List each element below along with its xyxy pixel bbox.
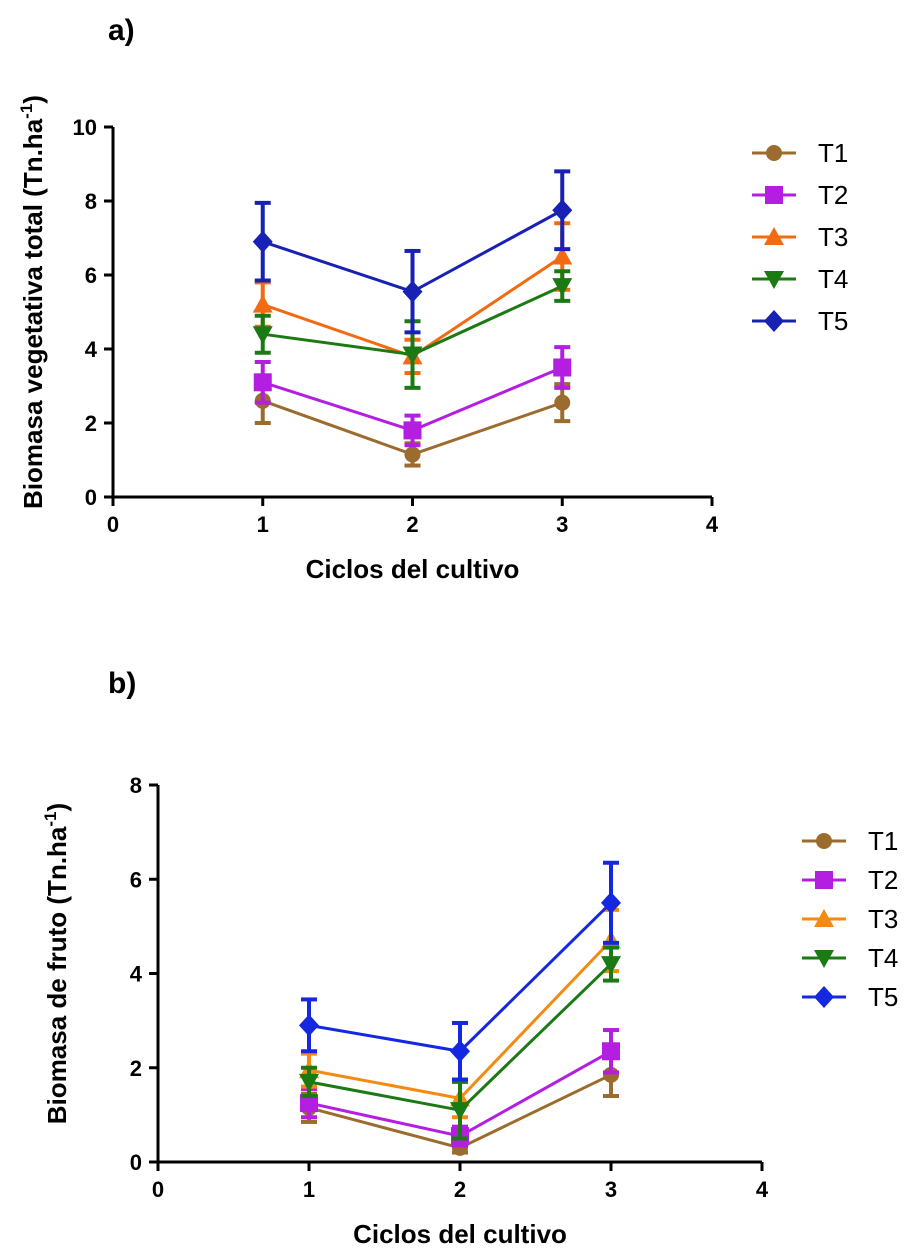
legend-item-T1: T1 xyxy=(752,138,848,168)
legend-marker xyxy=(814,909,834,927)
data-point xyxy=(402,280,423,303)
legend-label: T4 xyxy=(868,943,898,973)
x-tick-label: 2 xyxy=(406,512,418,537)
data-point xyxy=(402,346,423,365)
legend-marker xyxy=(764,310,784,332)
legend-label: T5 xyxy=(868,982,898,1012)
data-point xyxy=(601,956,621,975)
y-axis-title-close: ) xyxy=(18,95,48,104)
x-tick-label: 4 xyxy=(756,1177,769,1202)
data-point xyxy=(300,1094,318,1113)
data-point xyxy=(252,294,273,313)
data-point xyxy=(450,1102,470,1121)
data-point xyxy=(252,326,273,345)
y-tick-label: 2 xyxy=(130,1056,142,1081)
legend-marker xyxy=(766,145,782,161)
legend-item-T3: T3 xyxy=(802,904,898,934)
legend-label: T1 xyxy=(868,826,898,856)
y-tick-label: 4 xyxy=(130,962,143,987)
series-T2 xyxy=(253,345,572,448)
data-point xyxy=(554,394,571,411)
legend-label: T1 xyxy=(818,138,848,168)
series-T5 xyxy=(252,169,573,335)
y-tick-label: 4 xyxy=(85,337,98,362)
legend-marker xyxy=(765,186,783,204)
panel-label: a) xyxy=(108,14,135,47)
y-tick-label: 8 xyxy=(85,189,97,214)
panel-label: b) xyxy=(108,667,136,700)
x-axis-title: Ciclos del cultivo xyxy=(306,554,520,584)
series-T5 xyxy=(299,860,621,1082)
x-tick-label: 0 xyxy=(152,1177,164,1202)
y-tick-label: 2 xyxy=(85,411,97,436)
y-axis-title: Biomasa de fruto (Tn.ha-1) xyxy=(41,803,72,1124)
x-tick-label: 0 xyxy=(107,512,119,537)
x-tick-label: 3 xyxy=(605,1177,617,1202)
y-tick-label: 0 xyxy=(85,485,97,510)
legend-marker xyxy=(764,271,784,289)
legend-marker xyxy=(814,986,834,1008)
data-point xyxy=(602,1042,620,1061)
legend-item-T2: T2 xyxy=(802,865,898,895)
data-point xyxy=(253,373,272,392)
legend-label: T4 xyxy=(818,264,848,294)
y-axis-title-close: ) xyxy=(42,803,72,812)
data-point xyxy=(601,891,621,914)
series-T1 xyxy=(254,376,571,468)
legend-item-T4: T4 xyxy=(802,943,898,973)
y-axis-title-superscript: -1 xyxy=(17,104,36,119)
data-point xyxy=(450,1040,470,1063)
data-point xyxy=(403,421,422,440)
y-axis-title-main: Biomasa vegetativa total (Tn.ha xyxy=(18,118,48,509)
legend-item-T5: T5 xyxy=(752,306,848,336)
legend-marker xyxy=(815,871,833,889)
data-point xyxy=(299,1014,319,1037)
legend-marker xyxy=(764,227,784,245)
x-tick-label: 1 xyxy=(257,512,269,537)
chart-panel-b: b) 0 1 2 3 4 0 2 4 6 8 Ciclos del cultivo Biomasa de… xyxy=(41,667,898,1249)
y-axis-title-main: Biomasa de fruto (Tn.ha xyxy=(42,826,72,1124)
legend-item-T5: T5 xyxy=(802,982,898,1012)
legend-item-T4: T4 xyxy=(752,264,848,294)
legend-item-T2: T2 xyxy=(752,180,848,210)
data-point xyxy=(552,246,573,265)
y-tick-label: 6 xyxy=(85,263,97,288)
data-point xyxy=(252,230,273,253)
data-point xyxy=(299,1073,319,1092)
legend-item-T3: T3 xyxy=(752,222,848,252)
data-point xyxy=(552,278,573,297)
legend-item-T1: T1 xyxy=(802,826,898,856)
y-tick-label: 8 xyxy=(130,773,142,798)
data-point xyxy=(552,199,573,222)
legend-marker xyxy=(816,833,832,849)
x-axis-title: Ciclos del cultivo xyxy=(353,1219,567,1248)
y-axis-title: Biomasa vegetativa total (Tn.ha-1) xyxy=(17,95,48,509)
data-point xyxy=(404,446,421,463)
x-tick-label: 1 xyxy=(303,1177,315,1202)
y-tick-label: 0 xyxy=(130,1150,142,1175)
y-axis-title-superscript: -1 xyxy=(41,811,60,826)
x-tick-label: 4 xyxy=(706,512,719,537)
series-T4 xyxy=(299,945,621,1141)
legend-label: T2 xyxy=(818,180,848,210)
legend-label: T2 xyxy=(868,865,898,895)
y-tick-label: 6 xyxy=(130,867,142,892)
x-tick-label: 2 xyxy=(454,1177,466,1202)
legend-label: T5 xyxy=(818,306,848,336)
data-point xyxy=(553,358,572,377)
legend-label: T3 xyxy=(868,904,898,934)
chart-panel-a: a) 0 1 2 3 4 0 2 4 6 8 10 Ciclos del cultivo Biomasa … xyxy=(17,14,848,584)
x-tick-label: 3 xyxy=(556,512,568,537)
legend-label: T3 xyxy=(818,222,848,252)
legend-marker xyxy=(814,950,834,968)
y-tick-label: 10 xyxy=(73,115,97,140)
